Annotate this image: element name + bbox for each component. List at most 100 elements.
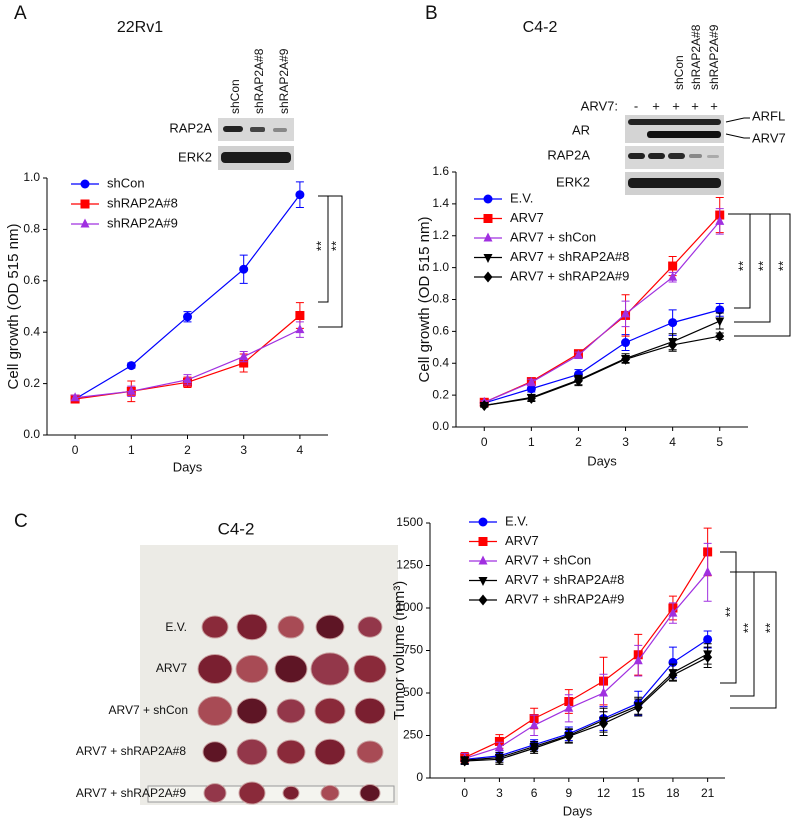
marker <box>715 215 725 225</box>
series-line <box>484 320 720 407</box>
y-tick-label: 0.6 <box>23 273 40 287</box>
legend-label: ARV7 + shCon <box>505 552 591 567</box>
x-tick-label: 0 <box>481 435 488 449</box>
tumor <box>314 738 346 766</box>
y-axis-label: Cell growth (OD 515 nm) <box>5 224 22 390</box>
y-tick-label: 1250 <box>396 558 423 572</box>
y-tick-label: 0.6 <box>432 324 449 338</box>
annotation: ** <box>722 607 737 617</box>
photo-row-label: ARV7 + shRAP2A#8 <box>76 744 187 758</box>
marker <box>126 385 136 395</box>
x-tick-label: 0 <box>72 443 79 457</box>
marker <box>703 651 713 663</box>
x-tick-label: 4 <box>669 435 676 449</box>
marker <box>715 330 725 342</box>
chart-title: C4-2 <box>523 19 558 36</box>
band <box>707 155 719 158</box>
y-tick-label: 0.4 <box>432 355 449 369</box>
annotation: ** <box>775 261 790 271</box>
tumor <box>314 697 346 725</box>
marker <box>183 374 192 384</box>
series-line <box>464 653 708 761</box>
blot-a: shCon shRAP2A#8 shRAP2A#9 RAP2A ERK2 <box>169 48 294 170</box>
tumor <box>357 616 383 638</box>
y-tick-label: 1.0 <box>432 260 449 274</box>
x-tick-label: 12 <box>597 786 611 800</box>
annotation: ** <box>328 241 343 251</box>
y-tick-label: 1.6 <box>432 164 449 178</box>
y-tick-label: 1.4 <box>432 196 449 210</box>
x-tick-label: 2 <box>575 435 582 449</box>
tumor <box>197 696 233 726</box>
blot-row-label: RAP2A <box>547 147 590 162</box>
legend-marker <box>478 577 488 586</box>
legend-marker <box>80 179 90 189</box>
tumor <box>235 654 269 684</box>
legend-marker <box>80 218 90 228</box>
y-tick-label: 1500 <box>396 515 423 529</box>
legend-label: E.V. <box>505 513 528 528</box>
tumor <box>236 613 268 641</box>
x-tick-label: 1 <box>128 443 135 457</box>
marker <box>494 741 504 751</box>
band <box>628 153 645 159</box>
marker <box>703 634 713 644</box>
legend-marker <box>478 537 488 546</box>
marker <box>668 271 678 281</box>
y-tick-label: 0.8 <box>23 222 40 236</box>
y-tick-label: 0 <box>416 770 423 784</box>
marker <box>668 607 678 617</box>
legend-label: shCon <box>107 175 145 190</box>
marker <box>621 338 631 348</box>
y-tick-label: 0.0 <box>23 427 40 441</box>
tumor <box>276 698 306 724</box>
blot-row-label: RAP2A <box>169 120 212 135</box>
band-pointer <box>725 117 750 123</box>
legend-marker <box>483 254 493 263</box>
arv7-mark: + <box>691 98 699 113</box>
marker <box>529 742 539 754</box>
marker <box>460 755 470 767</box>
tumor <box>310 652 350 686</box>
panel-label: A <box>14 3 27 24</box>
legend-label: ARV7 + shRAP2A#9 <box>505 591 624 606</box>
band-pointer <box>725 133 750 139</box>
marker <box>529 719 539 729</box>
marker <box>295 310 305 320</box>
band <box>628 178 721 188</box>
series-line <box>484 309 720 404</box>
tumor <box>238 781 266 805</box>
tumor <box>276 739 306 765</box>
marker <box>239 351 249 361</box>
photo-title: C4-2 <box>218 519 255 538</box>
legend-label: ARV7 + shRAP2A#8 <box>510 249 629 264</box>
tumor <box>202 741 228 763</box>
tumor <box>274 654 308 684</box>
photo-row-label: ARV7 + shRAP2A#9 <box>76 786 187 800</box>
x-axis-label: Days <box>563 803 593 818</box>
legend-label: ARV7 + shRAP2A#9 <box>510 268 629 283</box>
x-tick-label: 21 <box>701 786 715 800</box>
panel-label: C <box>14 511 28 532</box>
series-line <box>464 571 709 760</box>
lane-label: shRAP2A#8 <box>252 48 266 114</box>
panel-label: B <box>425 3 438 24</box>
legend-marker <box>483 232 493 242</box>
marker <box>668 657 678 667</box>
x-tick-label: 2 <box>184 443 191 457</box>
series-line <box>464 656 708 762</box>
marker <box>183 312 192 322</box>
marker <box>239 264 249 274</box>
legend-label: ARV7 + shRAP2A#8 <box>505 572 624 587</box>
blot-row-label: ERK2 <box>178 149 212 164</box>
arv7-mark: + <box>672 98 680 113</box>
legend-marker <box>478 517 488 527</box>
y-tick-label: 750 <box>403 643 423 657</box>
blot-row-label: AR <box>572 122 590 137</box>
arv7-mark: - <box>634 98 638 113</box>
y-tick-label: 1.2 <box>432 228 449 242</box>
x-tick-label: 6 <box>531 786 538 800</box>
lane-label: shCon <box>672 55 686 90</box>
marker <box>295 190 305 200</box>
x-tick-label: 5 <box>716 435 723 449</box>
